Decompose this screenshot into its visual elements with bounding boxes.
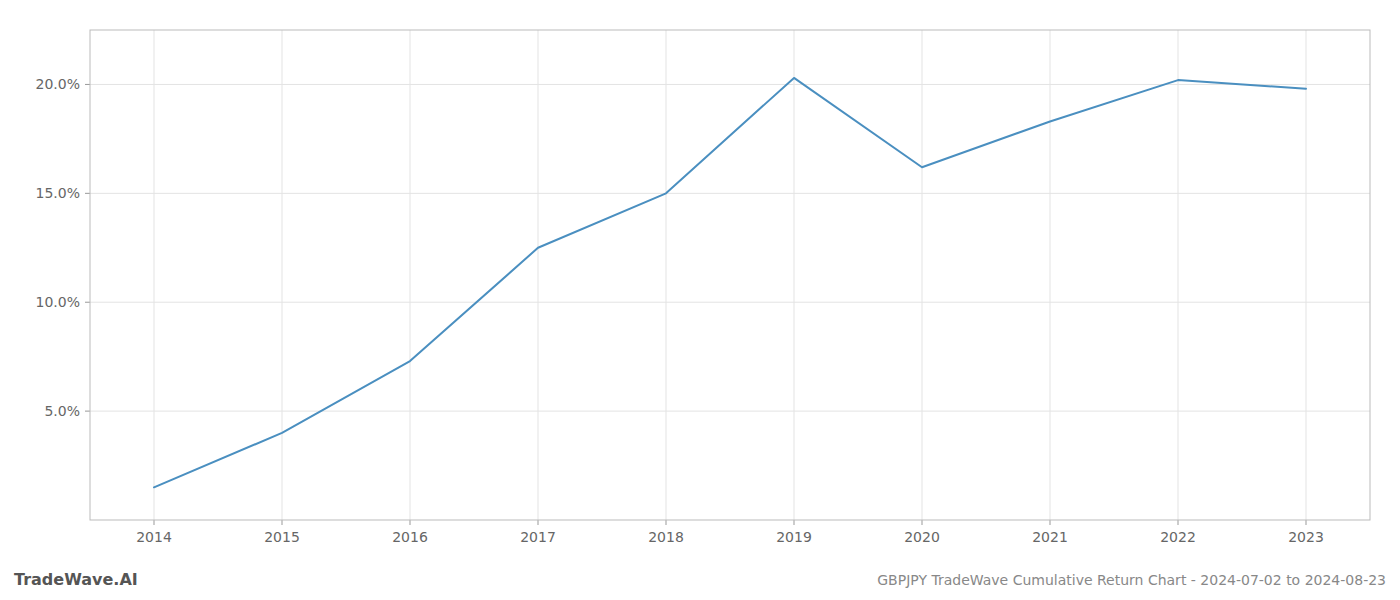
x-tick-label: 2014 bbox=[136, 529, 172, 545]
y-tick bbox=[85, 193, 90, 194]
chart: 2014 2015 2016 2017 2018 2019 2020 2021 2022 2023… bbox=[0, 0, 1400, 600]
x-tick bbox=[1306, 520, 1307, 525]
x-grid-line bbox=[666, 30, 667, 520]
x-tick-label: 2022 bbox=[1160, 529, 1196, 545]
x-grid-line bbox=[538, 30, 539, 520]
watermark: TradeWave.AI bbox=[14, 570, 138, 589]
y-tick bbox=[85, 411, 90, 412]
x-tick bbox=[922, 520, 923, 525]
x-tick-label: 2016 bbox=[392, 529, 428, 545]
y-tick-label: 5.0% bbox=[44, 403, 80, 419]
x-tick bbox=[154, 520, 155, 525]
y-tick-label: 15.0% bbox=[36, 185, 80, 201]
grid bbox=[90, 30, 1370, 520]
plot-frame bbox=[90, 30, 1370, 520]
y-grid-line bbox=[90, 193, 1370, 194]
x-tick-label: 2015 bbox=[264, 529, 300, 545]
x-grid-line bbox=[410, 30, 411, 520]
x-tick bbox=[1050, 520, 1051, 525]
x-tick bbox=[666, 520, 667, 525]
x-tick-label: 2017 bbox=[520, 529, 556, 545]
y-tick-label: 10.0% bbox=[36, 294, 80, 310]
y-tick bbox=[85, 84, 90, 85]
x-tick-label: 2021 bbox=[1032, 529, 1068, 545]
x-grid-line bbox=[922, 30, 923, 520]
x-tick-label: 2020 bbox=[904, 529, 940, 545]
x-grid-line bbox=[154, 30, 155, 520]
x-grid-line bbox=[1178, 30, 1179, 520]
x-tick-label: 2023 bbox=[1288, 529, 1324, 545]
x-grid-line bbox=[1306, 30, 1307, 520]
x-tick bbox=[1178, 520, 1179, 525]
y-tick bbox=[85, 302, 90, 303]
x-tick bbox=[538, 520, 539, 525]
x-tick-label: 2019 bbox=[776, 529, 812, 545]
x-grid-line bbox=[794, 30, 795, 520]
series bbox=[154, 78, 1306, 487]
y-grid-line bbox=[90, 302, 1370, 303]
y-tick-label: 20.0% bbox=[36, 76, 80, 92]
y-grid-line bbox=[90, 84, 1370, 85]
line bbox=[154, 78, 1306, 487]
x-tick bbox=[282, 520, 283, 525]
x-tick bbox=[794, 520, 795, 525]
y-grid-line bbox=[90, 411, 1370, 412]
x-tick-label: 2018 bbox=[648, 529, 684, 545]
x-grid-line bbox=[282, 30, 283, 520]
title: GBPJPY TradeWave Cumulative Return Chart… bbox=[877, 572, 1386, 588]
x-grid-line bbox=[1050, 30, 1051, 520]
axes: 2014 2015 2016 2017 2018 2019 2020 2021 2022 2023… bbox=[36, 30, 1370, 545]
x-tick bbox=[410, 520, 411, 525]
